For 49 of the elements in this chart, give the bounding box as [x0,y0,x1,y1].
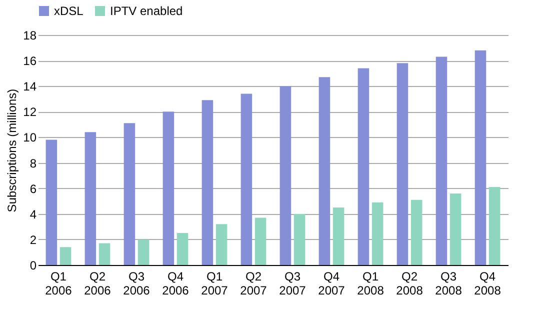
bar [280,86,292,265]
x-tick-label: Q1 2007 [201,270,228,298]
x-tick-label: Q2 2008 [396,270,424,298]
x-tick-label: Q2 2006 [84,270,112,298]
bar [450,193,462,265]
bar [138,239,150,265]
bar [318,77,330,265]
bar [372,202,384,265]
x-tick-label: Q2 2007 [240,270,268,298]
y-tick-label: 16 [23,54,37,68]
bar [46,140,58,265]
x-tick-label: Q4 2007 [318,270,346,298]
bar [162,112,174,265]
x-tick-label: Q3 2006 [123,270,150,298]
bar [98,243,110,265]
y-tick-label: 10 [23,130,37,145]
x-tick-label: Q3 2008 [435,270,462,298]
bar [240,94,252,265]
bar [294,214,306,265]
y-axis-title: Subscriptions (millions) [5,88,20,212]
bar [202,100,214,265]
bar [474,50,486,265]
bar [358,68,370,265]
x-tick-label: Q1 2006 [45,270,72,298]
bar [216,224,228,265]
bar [410,200,422,265]
bar [488,187,500,265]
y-tick-label: 12 [23,105,37,120]
bar [332,208,344,265]
x-tick-label: Q4 2008 [474,270,502,298]
bar [124,123,136,265]
bar [84,132,96,265]
legend-label: xDSL [54,4,84,18]
x-tick-label: Q4 2006 [162,270,190,298]
y-tick-label: 8 [30,156,37,170]
y-tick-label: 18 [23,28,37,42]
y-tick-label: 6 [30,182,37,196]
legend-label: IPTV enabled [110,4,183,18]
y-tick-label: 4 [30,207,37,222]
bar [60,247,72,265]
bar [176,233,188,265]
y-tick-label: 2 [30,232,37,247]
bar [396,63,408,265]
x-tick-label: Q3 2007 [279,270,306,298]
x-tick-label: Q1 2008 [357,270,384,298]
bar [436,56,448,265]
y-tick-label: 14 [23,80,37,94]
y-tick-label: 0 [30,258,37,272]
bar [254,218,266,265]
